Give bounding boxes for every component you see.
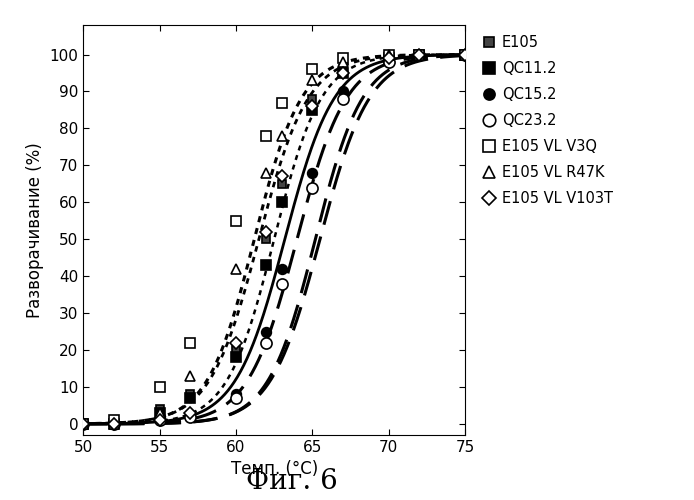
Y-axis label: Разворачивание (%): Разворачивание (%) (26, 142, 44, 318)
X-axis label: Темп. (°C): Темп. (°C) (230, 460, 318, 478)
Legend: E105, QC11.2, QC15.2, QC23.2, E105 VL V3Q, E105 VL R47K, E105 VL V103T: E105, QC11.2, QC15.2, QC23.2, E105 VL V3… (480, 32, 616, 209)
Text: Фиг. 6: Фиг. 6 (246, 468, 337, 495)
